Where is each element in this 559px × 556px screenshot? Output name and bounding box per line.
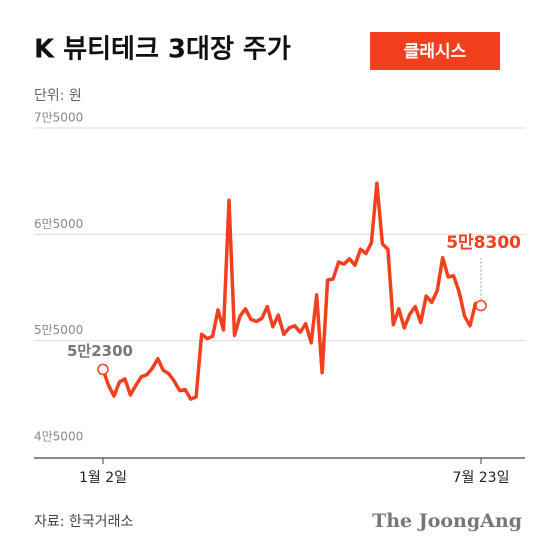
badge-box (370, 32, 500, 70)
brand: The JoongAng (372, 510, 522, 532)
y-tick-label: 5만5000 (34, 323, 83, 337)
price-line (101, 181, 482, 401)
badge: 클래시스 (404, 42, 467, 62)
x-tick-label: 1월 2일 (79, 470, 127, 486)
y-tick-label: 7만5000 (34, 111, 83, 125)
end-point (475, 299, 487, 312)
end-point (97, 363, 109, 376)
x-tick-label: 7월 23일 (453, 470, 510, 486)
y-tick-label: 6만5000 (34, 217, 83, 231)
source: 자료: 한국거래소 (34, 514, 133, 530)
y-tick-label: 4만5000 (34, 430, 83, 444)
chart-title: K 뷰티테크 3대장 주가 (34, 35, 291, 65)
value-label: 5만2300 (67, 342, 133, 360)
value-label: 5만8300 (446, 233, 521, 253)
unit: 단위: 원 (34, 88, 82, 104)
